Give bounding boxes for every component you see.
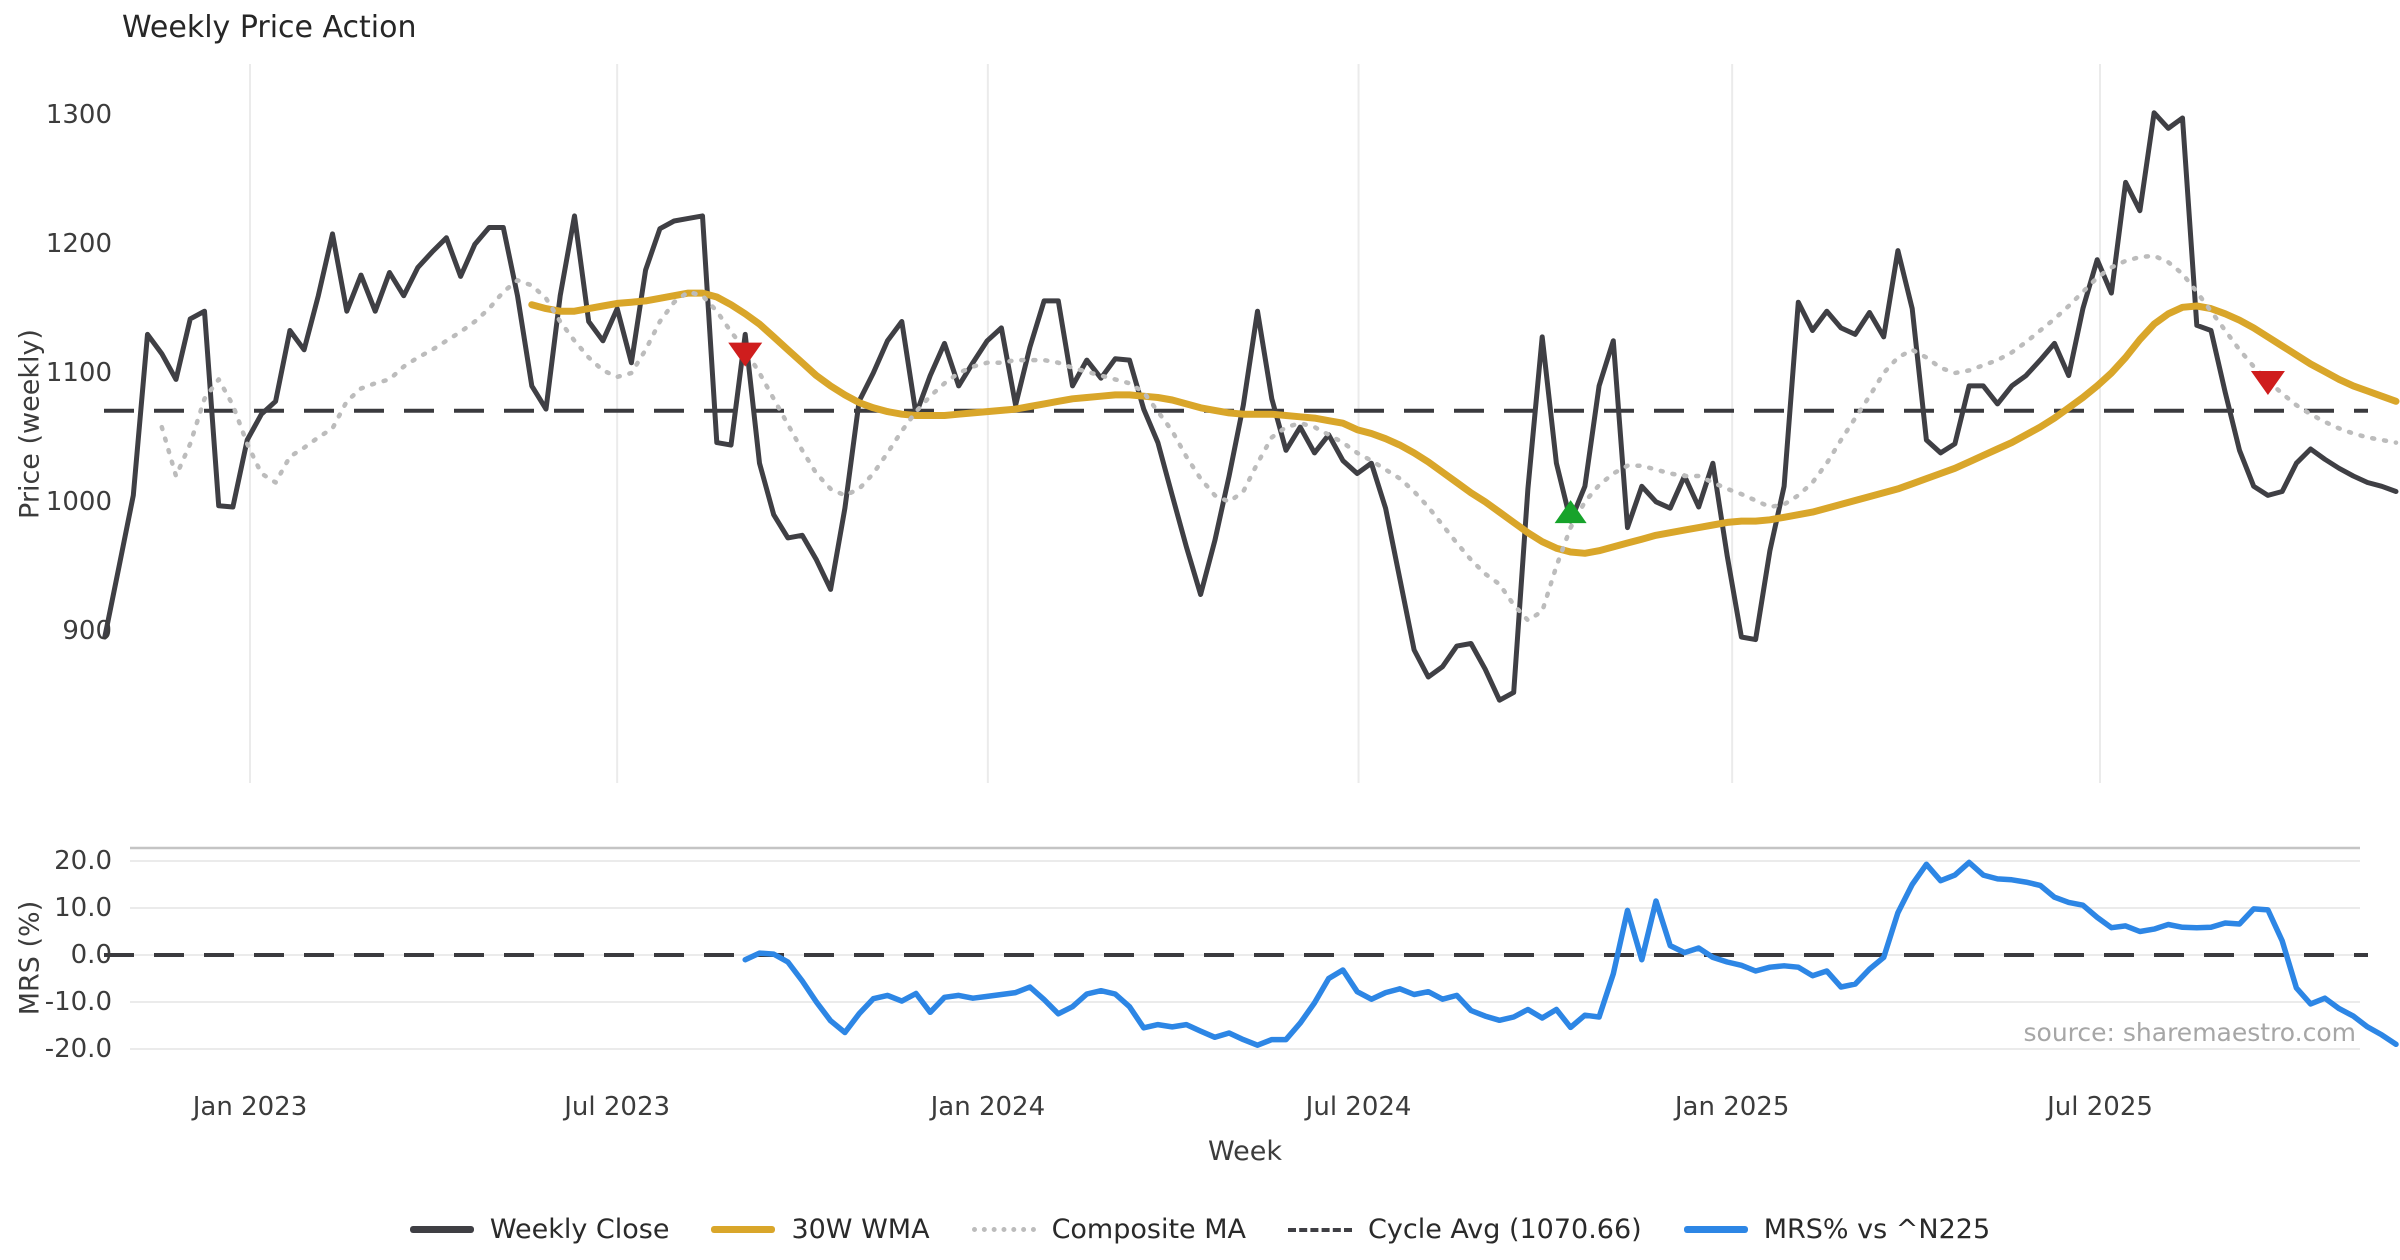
mrs-y-tick-label: 10.0	[54, 893, 112, 923]
price-y-tick-label: 900	[62, 615, 112, 646]
legend-label: Composite MA	[1051, 1214, 1247, 1245]
x-tick-label: Jul 2025	[2047, 1092, 2153, 1122]
composite-ma-line	[159, 253, 2399, 623]
legend-item: Composite MA	[971, 1214, 1247, 1245]
x-tick-label: Jan 2024	[930, 1092, 1046, 1122]
legend: Weekly Close 30W WMA Composite MA Cycle Avg…	[0, 1214, 2400, 1245]
x-tick-label: Jul 2023	[564, 1092, 671, 1122]
legend-swatch-solid-icon	[409, 1226, 474, 1233]
price-y-tick-label: 1100	[45, 358, 112, 388]
x-axis-title: Week	[1208, 1136, 1282, 1167]
wma-30w-line	[528, 289, 2400, 557]
sell-signal-icon	[2250, 371, 2285, 396]
buy-signal-icon	[1554, 500, 1587, 524]
legend-label: Weekly Close	[489, 1214, 670, 1245]
legend-label: 30W WMA	[791, 1214, 930, 1245]
legend-item: 30W WMA	[711, 1214, 930, 1245]
legend-item: Weekly Close	[409, 1214, 670, 1245]
mrs-axis-title: MRS (%)	[14, 900, 46, 1016]
legend-swatch-dotted-icon	[971, 1227, 1036, 1232]
mrs-y-tick-label: 0.0	[70, 940, 112, 970]
price-y-tick-label: 1000	[45, 486, 112, 517]
legend-item: MRS% vs ^N225	[1683, 1214, 1991, 1245]
mrs-line	[742, 859, 2399, 1048]
legend-swatch-solid-icon	[711, 1226, 776, 1233]
legend-label: Cycle Avg (1070.66)	[1368, 1214, 1642, 1245]
weekly-close-line	[102, 110, 2399, 703]
mrs-y-tick-label: -20.0	[44, 1034, 112, 1064]
x-tick-label: Jul 2024	[1305, 1092, 1412, 1122]
chart-title: Weekly Price Action	[122, 10, 417, 45]
legend-label: MRS% vs ^N225	[1763, 1214, 1991, 1245]
sell-signal-icon	[728, 342, 763, 367]
price-axis-title: Price (weekly)	[14, 329, 46, 519]
source-credit: source: sharemaestro.com	[2023, 1018, 2357, 1047]
legend-swatch-solid-icon	[1683, 1226, 1748, 1233]
x-tick-label: Jan 2025	[1674, 1092, 1790, 1122]
mrs-y-tick-label: -10.0	[44, 987, 112, 1017]
legend-swatch-dashed-icon	[1288, 1227, 1353, 1232]
x-tick-label: Jan 2023	[192, 1092, 308, 1122]
price-y-tick-label: 1200	[45, 229, 112, 260]
mrs-y-tick-label: 20.0	[54, 846, 112, 876]
legend-item: Cycle Avg (1070.66)	[1288, 1214, 1642, 1245]
price-y-tick-label: 1300	[45, 100, 112, 131]
